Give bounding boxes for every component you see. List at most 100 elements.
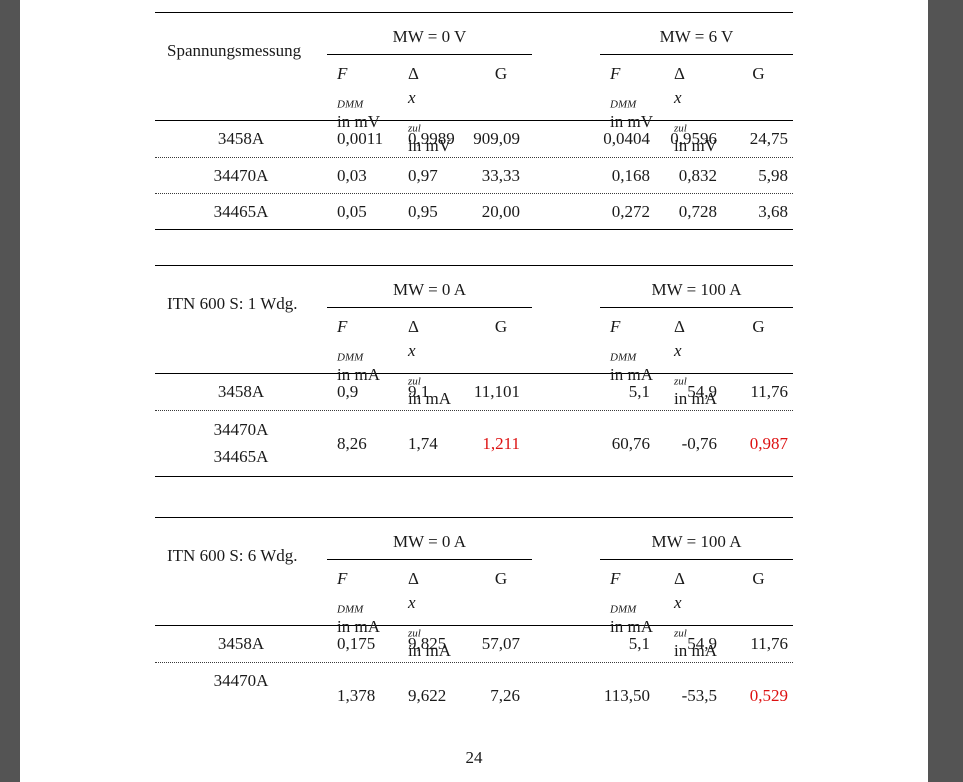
value-cell: 9,622 (408, 685, 447, 705)
table-title: Spannungsmessung (167, 41, 302, 60)
group-header-mw0: MW = 0 A (327, 266, 532, 308)
value-cell: 0,9989 (408, 129, 455, 148)
unit-label: in mV (408, 136, 451, 155)
value-cell: 0,9 (337, 382, 359, 401)
value-cell: 1,211 (482, 433, 520, 453)
column-header-g: G (494, 64, 508, 83)
table-row: 34470A 34465A 8,26 1,74 1,211 60,76 -0,76 0,987 (155, 410, 793, 476)
value-cell: -0,76 (681, 433, 717, 453)
unit-label: in mA (408, 641, 451, 660)
value-cell: -53,5 (681, 685, 717, 705)
unit-label: in mA (337, 617, 380, 636)
table-body: 3458A 0,175 9,825 57,07 5,1 54,9 11,76 34470A 1,… (155, 625, 793, 728)
table-body: 3458A 0,9 9,1 11,101 5,1 54,9 11,76 34470A 34465… (155, 373, 793, 477)
column-header-g: G (752, 569, 765, 588)
value-cell: 0,272 (611, 201, 650, 221)
value-cell: 909,09 (473, 129, 520, 148)
unit-label: in mA (610, 365, 653, 384)
group-header-mw100: MW = 100 A (600, 266, 793, 308)
device-label: 3458A (217, 129, 265, 148)
column-header-fdmm: F DMM in mV (327, 55, 403, 131)
value-cell: 7,26 (490, 685, 520, 705)
value-cell: 0,9596 (670, 129, 717, 148)
device-label-cell: 34470A (155, 158, 327, 193)
unit-label: in mV (337, 112, 380, 131)
table-title: ITN 600 S: 1 Wdg. (167, 294, 298, 313)
column-header-g: G (752, 64, 765, 83)
value-cell: 0,03 (337, 165, 367, 185)
value-cell: 0,529 (749, 685, 788, 705)
unit-label: in mA (610, 617, 653, 636)
value-cell: 54,9 (687, 634, 717, 653)
device-label: 3458A (217, 382, 265, 401)
group-header-mw0: MW = 0 V (327, 13, 532, 55)
table-row: 34465A 0,05 0,95 20,00 0,272 0,728 3,68 (155, 193, 793, 229)
value-cell: 0,95 (408, 201, 438, 221)
column-header-fdmm: F DMM in mV (600, 55, 660, 131)
device-label-cell: 3458A (155, 121, 327, 157)
table-header: Spannungsmessung MW = 0 V MW = 6 V F DMM … (155, 13, 793, 155)
page-number: 24 (465, 748, 483, 767)
device-label-cell: 34470A (155, 663, 327, 728)
column-header-fdmm: F DMM in mA (600, 560, 660, 636)
value-cell: 0,0011 (337, 129, 384, 148)
value-cell: 11,76 (750, 634, 788, 653)
device-label-cell: 3458A (155, 374, 327, 410)
table-row: 3458A 0,175 9,825 57,07 5,1 54,9 11,76 (155, 626, 793, 662)
value-cell: 54,9 (687, 382, 717, 401)
device-label: 3458A (217, 634, 265, 653)
column-header-g: G (494, 317, 508, 336)
value-cell: 3,68 (758, 201, 788, 221)
value-cell: 60,76 (611, 433, 650, 453)
column-header-g: G (752, 317, 765, 336)
device-label: 34470A (213, 671, 269, 690)
value-cell: 0,97 (408, 165, 438, 185)
device-label: 34470A (213, 165, 269, 185)
value-cell: 5,1 (628, 634, 650, 653)
value-cell: 24,75 (749, 129, 788, 148)
table-spannungsmessung: Spannungsmessung MW = 0 V MW = 6 V F DMM … (155, 12, 793, 230)
device-label-cell: 34465A (155, 194, 327, 229)
column-header-fdmm: F DMM in mA (600, 308, 660, 384)
value-cell: 8,26 (337, 433, 367, 453)
value-cell: 5,98 (758, 165, 788, 185)
table-row: 3458A 0,0011 0,9989 909,09 0,0404 0,9596 24,75 (155, 121, 793, 157)
document-page: Spannungsmessung MW = 0 V MW = 6 V F DMM … (20, 0, 928, 782)
value-cell: 5,1 (628, 382, 650, 401)
unit-label: in mA (337, 365, 380, 384)
device-label: 34470A (213, 420, 269, 439)
value-cell: 11,101 (473, 382, 520, 401)
table-row: 34470A 0,03 0,97 33,33 0,168 0,832 5,98 (155, 157, 793, 193)
value-cell: 9,825 (408, 634, 447, 653)
table-title: ITN 600 S: 6 Wdg. (167, 546, 298, 565)
table-row: 34470A 1,378 9,622 7,26 113,50 -53,5 0,529 (155, 662, 793, 728)
unit-label: in mV (674, 136, 717, 155)
column-header-g: G (494, 569, 508, 588)
value-cell: 0,832 (678, 165, 717, 185)
value-cell: 9,1 (408, 382, 430, 401)
column-header-fdmm: F DMM in mA (327, 560, 403, 636)
unit-label: in mA (674, 389, 717, 408)
value-cell: 33,33 (481, 165, 520, 185)
value-cell: 0,168 (611, 165, 650, 185)
value-cell: 1,378 (337, 685, 376, 705)
unit-label: in mA (408, 389, 451, 408)
value-cell: 1,74 (408, 433, 438, 453)
value-cell: 11,76 (750, 382, 788, 401)
group-header-mw100: MW = 100 A (600, 518, 793, 560)
table-body: 3458A 0,0011 0,9989 909,09 0,0404 0,9596 24,75… (155, 120, 793, 230)
value-cell: 113,50 (603, 685, 650, 705)
value-cell: 57,07 (481, 634, 520, 653)
value-cell: 0,987 (749, 433, 788, 453)
value-cell: 0,05 (337, 201, 367, 221)
value-cell: 0,728 (678, 201, 717, 221)
